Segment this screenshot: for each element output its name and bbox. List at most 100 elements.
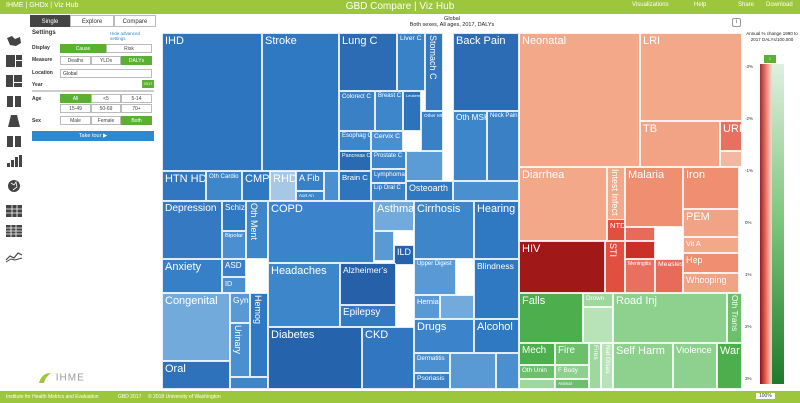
treemap-cell-brain-c[interactable]: Brain C bbox=[339, 171, 371, 201]
treemap-cell-road-inj[interactable]: Road Inj bbox=[613, 293, 727, 343]
sex-female-button[interactable]: Female bbox=[91, 116, 121, 125]
treemap-cell-oth-unin[interactable]: Oth Unin bbox=[519, 365, 555, 379]
treemap-cell-epilepsy[interactable]: Epilepsy bbox=[340, 305, 396, 327]
treemap-cell-oth-ment[interactable]: Oth Ment bbox=[246, 201, 268, 259]
treemap-cell-hernia[interactable]: Hernia bbox=[414, 295, 440, 319]
treemap-cell-depression[interactable]: Depression bbox=[162, 201, 222, 259]
treemap-cell-a-fib[interactable]: A Fib bbox=[296, 171, 324, 191]
treemap-cell-iron[interactable]: Iron bbox=[683, 167, 739, 209]
treemap-cell-fires[interactable]: Fires bbox=[589, 343, 601, 389]
treemap-cell-neonatal[interactable]: Neonatal bbox=[519, 33, 640, 167]
treemap-cell-pem[interactable]: PEM bbox=[683, 209, 739, 237]
treemap-cell-oth-msk[interactable]: Oth MSK bbox=[453, 111, 487, 181]
treemap-cell-fire[interactable]: Fire bbox=[555, 343, 589, 365]
treemap-cell-unlabeled-67[interactable] bbox=[720, 151, 742, 167]
bar-chart-icon[interactable] bbox=[5, 154, 23, 168]
treemap-cell-anxiety[interactable]: Anxiety bbox=[162, 259, 222, 293]
measure-dalys-button[interactable]: DALYs bbox=[121, 56, 152, 65]
menu-visualizations[interactable]: Visualizations bbox=[632, 2, 669, 8]
treemap-cell-lip-oral-c[interactable]: Lip Oral C bbox=[371, 183, 406, 201]
pyramid-icon[interactable] bbox=[5, 134, 23, 148]
treemap-cell-id[interactable]: ID bbox=[222, 277, 246, 293]
tab-explore[interactable]: Explore bbox=[70, 15, 114, 27]
info-icon[interactable]: i bbox=[732, 18, 741, 27]
treemap-cell-meningitis[interactable]: Meningitis bbox=[625, 259, 655, 293]
hide-advanced-link[interactable]: Hide advanced settings bbox=[110, 31, 141, 41]
tab-compare[interactable]: Compare bbox=[114, 15, 156, 27]
treemap-cell-hiv[interactable]: HIV bbox=[519, 241, 605, 293]
measure-ylds-button[interactable]: YLDs bbox=[91, 56, 121, 65]
age-all-button[interactable]: All bbox=[60, 94, 91, 103]
treemap-cell-alzheimer-s[interactable]: Alzheimer's bbox=[340, 263, 396, 305]
treemap-cell-sti[interactable]: STI bbox=[605, 241, 625, 293]
year-slider-track[interactable] bbox=[32, 90, 154, 92]
location-select[interactable]: Global bbox=[60, 69, 152, 78]
treemap-cell-bipolar[interactable]: Bipolar bbox=[222, 231, 246, 259]
treemap-cell-vit-a[interactable]: Vit A bbox=[683, 237, 739, 253]
treemap-cell-ild[interactable]: ILD bbox=[394, 245, 414, 265]
treemap-cell-war[interactable]: War bbox=[717, 343, 742, 389]
treemap-cell-ckd[interactable]: CKD bbox=[362, 327, 414, 389]
treemap-cell-cervix-c[interactable]: Cervix C bbox=[371, 131, 403, 151]
treemap-cell-lymphoma[interactable]: Lymphoma bbox=[371, 169, 406, 183]
grid-table-icon[interactable] bbox=[5, 204, 23, 218]
treemap-cell-asd[interactable]: ASD bbox=[222, 259, 246, 277]
treemap-cell-congenital[interactable]: Congenital bbox=[162, 293, 230, 361]
treemap-cell-asthma[interactable]: Asthma bbox=[374, 201, 414, 231]
treemap-cell-liver-c[interactable]: Liver C bbox=[397, 33, 425, 91]
treemap-cell-unlabeled-61[interactable] bbox=[450, 353, 496, 389]
treemap-cell-other-mn[interactable]: Other MN bbox=[421, 111, 443, 151]
treemap-cell-animal[interactable]: Animal bbox=[555, 379, 589, 389]
legend-toggle-button[interactable]: ↕ bbox=[764, 55, 776, 63]
treemap-cell-hearing[interactable]: Hearing bbox=[474, 201, 519, 259]
treemap-cell-neck-pain[interactable]: Neck Pain bbox=[487, 111, 519, 181]
arrow-diagram-icon[interactable] bbox=[5, 114, 23, 128]
treemap-cell-breast-c[interactable]: Breast C bbox=[375, 91, 403, 131]
treemap-cell-whooping[interactable]: Whooping bbox=[683, 273, 739, 293]
treemap-cell-unlabeled-54[interactable] bbox=[230, 377, 268, 389]
treemap-cell-pancreas-c[interactable]: Pancreas C bbox=[339, 151, 371, 171]
line-chart-icon[interactable] bbox=[5, 249, 23, 263]
treemap-cell-alcohol[interactable]: Alcohol bbox=[474, 319, 519, 353]
take-tour-button[interactable]: Take tour ▶ bbox=[32, 131, 154, 141]
treemap-cell-colorect-c[interactable]: Colorect C bbox=[339, 91, 375, 131]
year-slider-handle[interactable]: 2017 bbox=[142, 80, 154, 88]
menu-share[interactable]: Share bbox=[738, 2, 755, 8]
treemap-cell-oth-trans[interactable]: Oth Trans bbox=[727, 293, 742, 343]
treemap-cell-dermatitis[interactable]: Dermatitis bbox=[414, 353, 450, 373]
treemap-cell-headaches[interactable]: Headaches bbox=[268, 263, 340, 327]
treemap-icon[interactable] bbox=[5, 54, 23, 68]
treemap-cell-stomach-c[interactable]: Stomach C bbox=[425, 33, 443, 111]
treemap-cell-hep[interactable]: Hep bbox=[683, 253, 739, 273]
measure-deaths-button[interactable]: Deaths bbox=[60, 56, 91, 65]
treemap-cell-falls[interactable]: Falls bbox=[519, 293, 583, 343]
map-globe-icon[interactable] bbox=[5, 34, 23, 48]
treemap-cell-unlabeled-95[interactable] bbox=[519, 379, 555, 389]
heatmap-icon[interactable] bbox=[5, 224, 23, 238]
treemap-cell-nat-disas[interactable]: Nat Disas bbox=[601, 343, 613, 389]
age-50-69-button[interactable]: 50-69 bbox=[91, 104, 121, 113]
treemap-cell-unlabeled-38[interactable] bbox=[374, 231, 394, 261]
treemap-cell-upper-digest[interactable]: Upper Digest bbox=[414, 259, 456, 295]
treemap-cell-unlabeled-48[interactable] bbox=[440, 295, 474, 319]
treemap-cell-osteoarth[interactable]: Osteoarth bbox=[406, 181, 453, 201]
globe-icon[interactable] bbox=[5, 179, 23, 193]
treemap-cell-htn-hd[interactable]: HTN HD bbox=[162, 171, 206, 201]
treemap-cell-f-body[interactable]: F Body bbox=[555, 365, 589, 379]
treemap-cell-unlabeled-22[interactable] bbox=[324, 171, 339, 201]
treemap-cell-oth-cardio[interactable]: Oth Cardio bbox=[206, 171, 242, 201]
treemap-cell-gyne[interactable]: Gyne bbox=[230, 293, 250, 323]
treemap-cell-rhd[interactable]: RHD bbox=[270, 171, 296, 201]
treemap-cell-drown[interactable]: Drown bbox=[583, 293, 613, 307]
display-risk-button[interactable]: Risk bbox=[106, 44, 152, 53]
age-15-49-button[interactable]: 15-49 bbox=[60, 104, 91, 113]
sex-both-button[interactable]: Both bbox=[121, 116, 152, 125]
treemap-cell-unlabeled-74[interactable] bbox=[625, 227, 655, 241]
treemap-cell-ihd[interactable]: IHD bbox=[162, 33, 262, 171]
treemap-cell-leukemia[interactable]: Leukemia bbox=[403, 91, 421, 131]
treemap-cell-cmp[interactable]: CMP bbox=[242, 171, 270, 201]
menu-help[interactable]: Help bbox=[694, 2, 707, 8]
tab-single[interactable]: Single bbox=[30, 15, 70, 27]
treemap-cell-mech[interactable]: Mech bbox=[519, 343, 555, 365]
treemap-cell-unlabeled-28[interactable] bbox=[453, 181, 519, 201]
